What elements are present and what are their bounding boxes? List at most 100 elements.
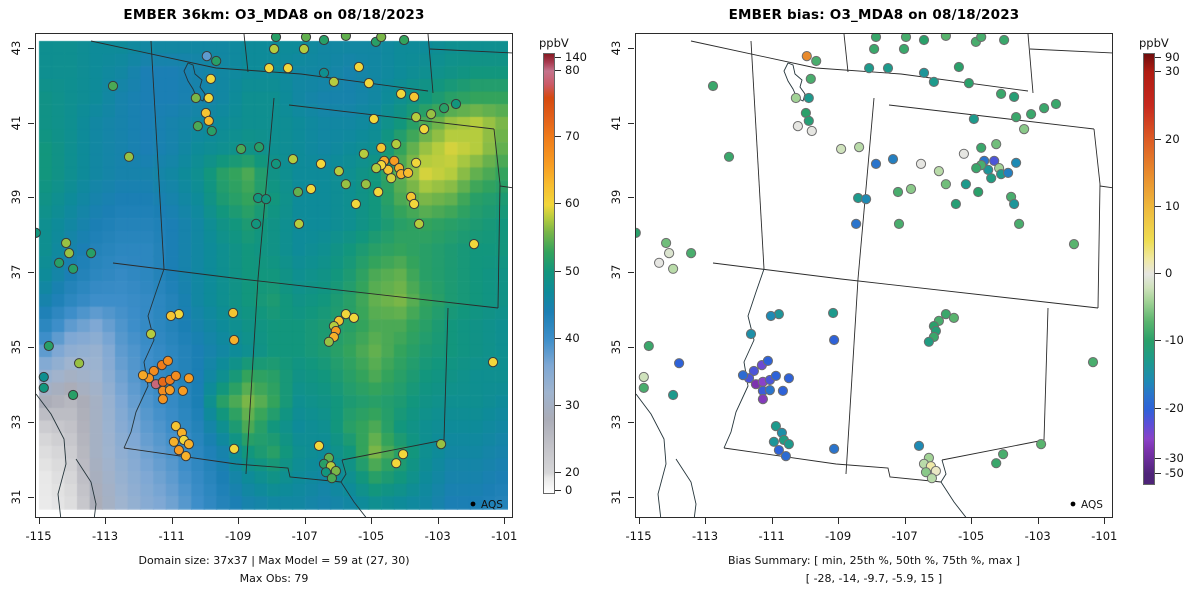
x-axis-tick bbox=[1037, 518, 1039, 524]
aqs-station-dot bbox=[414, 218, 425, 229]
aqs-legend-label: AQS bbox=[481, 499, 503, 511]
aqs-legend-dot bbox=[1070, 501, 1076, 507]
x-axis-tick-label: -111 bbox=[758, 529, 785, 543]
aqs-station-dot bbox=[269, 43, 280, 55]
aqs-station-dot bbox=[183, 439, 194, 450]
aqs-station-dot bbox=[148, 365, 160, 377]
aqs-station-dot bbox=[43, 340, 54, 352]
colorbar-tick bbox=[1155, 339, 1161, 341]
aqs-station-dot bbox=[168, 436, 179, 447]
aqs-station-dot bbox=[228, 307, 239, 319]
aqs-station-dot bbox=[976, 34, 987, 43]
x-axis-tick bbox=[238, 518, 240, 524]
aqs-station-dot bbox=[419, 124, 430, 135]
aqs-station-dot bbox=[765, 310, 776, 322]
model-colorbar-units: ppbV bbox=[539, 36, 569, 50]
rio-grande-outline bbox=[340, 459, 367, 517]
aqs-station-dot bbox=[770, 370, 781, 381]
aqs-station-dot bbox=[261, 194, 272, 205]
aqs-station-dot bbox=[403, 167, 414, 178]
aqs-station-dot bbox=[999, 34, 1010, 46]
y-axis-tick bbox=[628, 422, 634, 424]
colorbar-tick bbox=[1155, 71, 1161, 73]
aqs-station-dot bbox=[68, 389, 79, 401]
left-caption-line2: Max Obs: 79 bbox=[239, 572, 309, 585]
ne-top-outline bbox=[429, 48, 512, 54]
aqs-station-dot bbox=[968, 113, 979, 125]
bias-colorbar-gradient bbox=[1143, 53, 1155, 485]
aqs-station-dot bbox=[173, 445, 184, 456]
aqs-station-dot bbox=[1009, 198, 1020, 210]
aqs-station-dot bbox=[905, 183, 917, 195]
aqs-station-dot bbox=[170, 370, 181, 381]
aqs-station-dot bbox=[991, 458, 1002, 469]
aqs-station-dot bbox=[396, 88, 407, 100]
aqs-station-dot bbox=[851, 218, 862, 229]
bias-colorbar-units: ppbV bbox=[1139, 36, 1169, 50]
right-panel-title: EMBER bias: O3_MDA8 on 08/18/2023 bbox=[728, 7, 1020, 23]
aqs-station-dot bbox=[723, 151, 735, 162]
idaho-diag-outline bbox=[90, 40, 429, 92]
aqs-station-dot bbox=[828, 307, 839, 319]
aqs-station-dot bbox=[668, 263, 679, 274]
x-axis-tick bbox=[371, 518, 373, 524]
colorbar-tick-label: 40 bbox=[565, 330, 580, 345]
y-axis-tick-label: 43 bbox=[609, 40, 623, 55]
aqs-station-dot bbox=[320, 467, 332, 478]
coast-gulf-outline bbox=[75, 458, 97, 517]
x-axis-tick-label: -113 bbox=[691, 529, 719, 543]
aqs-station-dot bbox=[829, 443, 840, 454]
colorbar-tick bbox=[555, 203, 561, 205]
aqs-station-dot bbox=[323, 336, 334, 347]
aqs-station-dot bbox=[898, 43, 910, 55]
colorbar-tick bbox=[555, 471, 561, 473]
aqs-station-dot bbox=[971, 163, 982, 174]
y-axis-tick-label: 35 bbox=[9, 339, 23, 355]
aqs-station-dot bbox=[757, 394, 769, 405]
aqs-station-dot bbox=[305, 183, 317, 195]
x-axis-tick-label: -105 bbox=[958, 529, 985, 543]
rio-grande-outline bbox=[940, 459, 967, 517]
aqs-station-dot bbox=[409, 198, 420, 210]
x-axis-tick-label: -109 bbox=[825, 529, 852, 543]
x-axis-tick-label: -103 bbox=[1024, 529, 1051, 543]
co-north-outline bbox=[888, 104, 1095, 130]
aqs-station-dot bbox=[991, 139, 1002, 150]
aqs-station-dot bbox=[1068, 239, 1080, 250]
aqs-station-dot bbox=[790, 92, 801, 104]
az-nm-outline bbox=[245, 278, 259, 475]
colorbar-tick-label: -30 bbox=[1165, 451, 1184, 466]
left-caption-line1: Domain size: 37x37 | Max Model = 59 at (… bbox=[138, 554, 410, 567]
aqs-station-dot bbox=[192, 121, 203, 132]
colorbar-tick-label: 70 bbox=[565, 129, 580, 143]
aqs-station-dot bbox=[389, 155, 400, 167]
aqs-station-dot bbox=[963, 78, 974, 89]
aqs-station-dot bbox=[1026, 109, 1037, 120]
aqs-station-dot bbox=[893, 218, 905, 229]
x-axis-tick-label: -115 bbox=[25, 529, 52, 543]
aqs-station-dot bbox=[348, 312, 359, 323]
model-colorbar-gradient bbox=[543, 53, 555, 494]
aqs-station-dot bbox=[923, 336, 934, 347]
x-axis-tick-label: -107 bbox=[291, 529, 318, 543]
aqs-station-dot bbox=[636, 227, 641, 238]
aqs-station-dot bbox=[183, 373, 194, 384]
x-axis-tick bbox=[971, 518, 973, 524]
aqs-station-dot bbox=[998, 449, 1009, 460]
colorbar-tick bbox=[555, 57, 561, 58]
aqs-station-dot bbox=[870, 34, 882, 43]
aqs-station-dot bbox=[989, 155, 1000, 167]
aqs-station-dot bbox=[1036, 439, 1047, 450]
y-axis-tick bbox=[28, 272, 34, 274]
colorbar-tick-label: -20 bbox=[1165, 401, 1184, 416]
aqs-station-dot bbox=[363, 78, 374, 89]
aqs-station-dot bbox=[783, 373, 794, 384]
aqs-station-dot bbox=[1011, 112, 1022, 123]
aqs-station-dot bbox=[251, 218, 262, 229]
nv-ut-outline bbox=[150, 40, 165, 270]
aqs-station-dot bbox=[870, 158, 882, 169]
aqs-station-dot bbox=[861, 194, 872, 205]
aqs-station-dot bbox=[803, 115, 814, 127]
aqs-station-dot bbox=[386, 173, 397, 184]
aqs-station-dot bbox=[764, 385, 775, 396]
